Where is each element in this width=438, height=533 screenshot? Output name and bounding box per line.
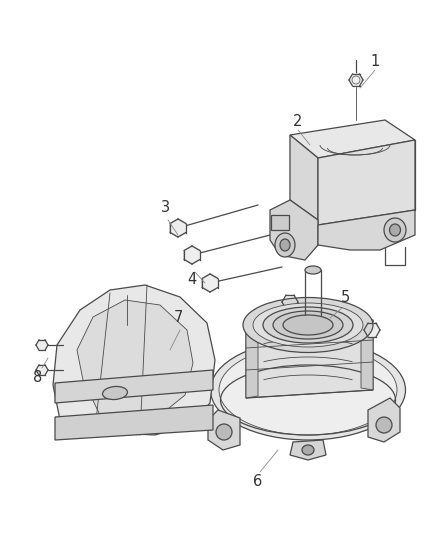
Polygon shape	[77, 300, 193, 420]
Polygon shape	[208, 410, 240, 450]
Polygon shape	[53, 285, 215, 435]
Polygon shape	[270, 200, 318, 260]
Polygon shape	[364, 323, 380, 337]
Text: 7: 7	[173, 311, 183, 326]
Ellipse shape	[273, 311, 343, 339]
Ellipse shape	[283, 315, 333, 335]
Ellipse shape	[376, 417, 392, 433]
Polygon shape	[349, 74, 363, 86]
Ellipse shape	[219, 345, 397, 435]
Polygon shape	[36, 365, 48, 375]
Ellipse shape	[283, 300, 297, 304]
Ellipse shape	[389, 224, 400, 236]
Polygon shape	[202, 274, 218, 292]
Ellipse shape	[185, 252, 199, 258]
Polygon shape	[290, 440, 326, 460]
Polygon shape	[290, 120, 415, 158]
Text: 2: 2	[293, 115, 303, 130]
Polygon shape	[55, 405, 213, 440]
Ellipse shape	[302, 445, 314, 455]
Polygon shape	[361, 320, 373, 390]
Text: 6: 6	[253, 474, 263, 489]
Ellipse shape	[280, 239, 290, 251]
Polygon shape	[202, 274, 218, 292]
Polygon shape	[55, 370, 213, 403]
Ellipse shape	[171, 225, 185, 231]
Ellipse shape	[38, 343, 46, 347]
Ellipse shape	[38, 368, 46, 372]
Ellipse shape	[384, 218, 406, 242]
Polygon shape	[246, 320, 373, 398]
Ellipse shape	[263, 307, 353, 343]
Ellipse shape	[102, 386, 127, 400]
Polygon shape	[184, 246, 200, 264]
Text: 3: 3	[160, 200, 170, 215]
Text: 1: 1	[371, 54, 380, 69]
Ellipse shape	[216, 424, 232, 440]
Ellipse shape	[253, 303, 363, 347]
Polygon shape	[282, 295, 298, 309]
Ellipse shape	[366, 327, 378, 333]
Ellipse shape	[203, 280, 217, 286]
Ellipse shape	[275, 233, 295, 257]
Polygon shape	[246, 328, 258, 398]
Ellipse shape	[243, 297, 373, 352]
Polygon shape	[170, 219, 186, 237]
Ellipse shape	[305, 266, 321, 274]
Polygon shape	[368, 398, 400, 442]
FancyBboxPatch shape	[271, 215, 289, 230]
Polygon shape	[318, 140, 415, 225]
Ellipse shape	[211, 340, 406, 440]
Polygon shape	[290, 135, 318, 220]
Polygon shape	[36, 340, 48, 350]
Text: 4: 4	[187, 272, 197, 287]
Polygon shape	[184, 246, 200, 264]
Polygon shape	[318, 210, 415, 250]
Text: 8: 8	[33, 370, 42, 385]
Text: 5: 5	[340, 290, 350, 305]
Polygon shape	[170, 219, 186, 237]
